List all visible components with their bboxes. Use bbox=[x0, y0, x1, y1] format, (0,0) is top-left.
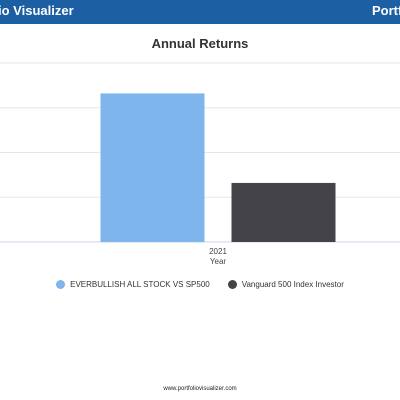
legend-item-series-2[interactable]: Vanguard 500 Index Investor bbox=[227, 280, 344, 289]
footer-url[interactable]: www.portfoliovisualizer.com bbox=[163, 386, 237, 392]
legend-marker-series-2 bbox=[227, 280, 237, 289]
brand-title-left: io Visualizer bbox=[0, 3, 74, 18]
legend-marker-series-1 bbox=[56, 280, 66, 289]
legend-label-series-1: EVERBULLISH ALL STOCK VS SP500 bbox=[70, 280, 210, 289]
header-bar: io Visualizer Portfo bbox=[0, 0, 400, 24]
chart-legend: EVERBULLISH ALL STOCK VS SP500 Vanguard … bbox=[0, 280, 400, 289]
x-axis-title: Year bbox=[210, 257, 227, 266]
legend-label-series-2: Vanguard 500 Index Investor bbox=[241, 280, 344, 289]
bar-series-1[interactable] bbox=[100, 93, 205, 243]
legend-item-series-1[interactable]: EVERBULLISH ALL STOCK VS SP500 bbox=[56, 280, 210, 289]
x-tick-label: 2021 bbox=[209, 247, 227, 256]
bar-series-2[interactable] bbox=[231, 182, 336, 242]
brand-title-right: Portfo bbox=[372, 3, 400, 18]
chart-title: Annual Returns bbox=[151, 36, 249, 51]
